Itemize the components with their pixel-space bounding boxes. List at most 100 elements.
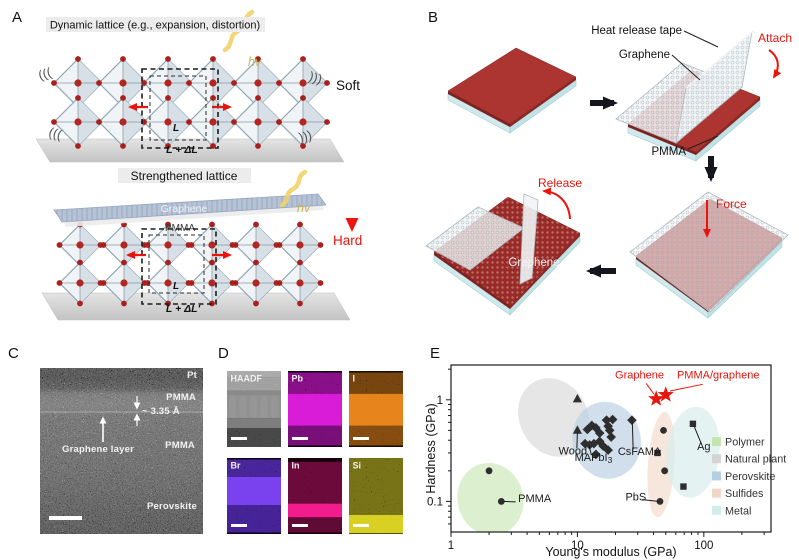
cell-length-label: L — [173, 123, 179, 134]
series-sulfides — [656, 426, 669, 505]
hv-label: hv — [297, 201, 311, 215]
legend-label: Metal — [725, 505, 751, 517]
light-wave-icon — [279, 169, 308, 208]
series-natural-plant — [572, 393, 583, 434]
title-highlight — [118, 168, 251, 183]
slab-press-force — [629, 191, 789, 319]
scale-bar — [49, 516, 82, 520]
substrate-platform-bottom — [41, 292, 351, 321]
eds-map-grid: HAADF Pb I Br In Si — [227, 371, 403, 534]
graphene-mesh-texture — [630, 192, 788, 312]
annotation-csfama: CsFAMA — [618, 446, 662, 458]
pmma-layer — [64, 204, 324, 227]
eds-map-in: In — [288, 458, 342, 534]
scale-bar — [231, 437, 247, 440]
eds-map-haadf: HAADF — [227, 371, 281, 447]
unit-cell-box-original — [149, 75, 207, 141]
annotation-pmma-graphene: PMMA/graphene — [677, 370, 760, 382]
panel-label-a: A — [12, 9, 22, 26]
interlayer-spacing-label: ~ 3.35 Å — [142, 406, 180, 417]
panel-label-e: E — [430, 345, 441, 362]
pmma-label: PMMA — [652, 146, 687, 158]
graphene-layer-label: Graphene layer — [62, 444, 134, 455]
svg-text:100: 100 — [694, 540, 713, 552]
annotation-graphene: Graphene — [615, 370, 664, 382]
legend-swatch — [712, 471, 721, 481]
unit-cell-box-expanded-prime — [141, 228, 217, 305]
chart-legend: Polymer Natural plant Perovskite Sulfides Me… — [712, 437, 786, 517]
y-axis-title: Hardness (GPa) — [424, 403, 438, 493]
legend-label: Polymer — [725, 437, 765, 449]
region-metal — [666, 406, 720, 498]
legend-swatch — [712, 454, 721, 464]
hard-label: Hard — [333, 233, 362, 248]
octahedron — [276, 95, 330, 149]
cell-length-label: L — [173, 281, 179, 292]
tem-noise-overlay — [40, 368, 203, 534]
series-metal — [680, 420, 697, 490]
octahedron — [51, 56, 105, 110]
legend-swatch — [712, 488, 721, 498]
hardness-vs-modulus-chart: 1 10 100 0.1 1 Young's modulus (GPa) Hardness … — [424, 364, 786, 559]
octahedron — [276, 56, 330, 110]
pmma-bottom-label: PMMA — [165, 440, 195, 451]
pt-label: Pt — [187, 370, 197, 381]
graphene-on-film-label: Graphene — [508, 257, 559, 269]
soft-label: Soft — [336, 78, 360, 93]
series-perovskite — [580, 414, 637, 460]
chart-points — [485, 386, 697, 505]
plot-frame — [450, 364, 772, 533]
svg-text:10: 10 — [571, 540, 584, 552]
panel-a-title-bottom: Strengthened lattice — [131, 169, 238, 183]
octahedron — [56, 259, 104, 307]
series-polymer — [485, 467, 505, 505]
vibration-arcs-icon: ))) — [297, 127, 313, 145]
perovskite-lattice-top — [51, 56, 330, 149]
panel-b-transfer-process: B Heat release tape Graphene PMMA Attach… — [425, 9, 792, 319]
octahedron — [100, 259, 148, 307]
annotation-ag: Ag — [697, 441, 710, 453]
unit-cell-box-original — [148, 234, 205, 294]
svg-text:0.1: 0.1 — [427, 496, 443, 508]
eds-map-label: HAADF — [231, 374, 263, 384]
panel-label-d: D — [218, 345, 229, 362]
graphene-dots-texture — [434, 197, 580, 306]
leader-line — [683, 30, 719, 48]
leader-line — [687, 135, 719, 150]
slab-release-graphene — [425, 193, 581, 316]
octahedron — [141, 95, 195, 149]
legend-swatch — [712, 437, 721, 446]
octahedron — [188, 259, 236, 307]
force-step-label: Force — [716, 197, 747, 211]
octahedron — [276, 259, 324, 307]
perovskite-label: Perovskite — [146, 501, 197, 512]
heat-release-tape-label: Heat release tape — [591, 25, 682, 37]
legend-label: Sulfides — [725, 488, 764, 500]
annotation-pmma: PMMA — [518, 493, 552, 505]
legend-swatch — [712, 505, 721, 515]
tem-cross-section-image: Pt PMMA ~ 3.35 Å Graphene layer PMMA Per… — [40, 368, 203, 534]
axis-ticks — [446, 368, 765, 537]
scale-bar — [292, 524, 308, 527]
annotation-wood: Wood — [559, 445, 588, 457]
slab-perovskite-film — [447, 47, 577, 134]
panel-a-schematic: A ((( ))) ((( ))) hv Dynamic lattice (e.… — [12, 9, 362, 321]
region-perovskite — [572, 401, 641, 479]
eds-map-i: I — [349, 371, 403, 447]
annotation-pbs: PbS — [625, 492, 646, 504]
series-graphene-stars — [648, 386, 674, 406]
annotation-mapbi: MAPbI3 — [575, 452, 613, 465]
scale-bar — [292, 437, 308, 440]
release-curved-arrow — [542, 187, 571, 220]
eds-map-label: Br — [231, 461, 241, 471]
series-sulfides-square — [654, 449, 661, 457]
slab-attach-tape — [615, 30, 761, 162]
scale-bar — [353, 524, 369, 527]
svg-text:1: 1 — [448, 540, 454, 552]
transfer-step-illustrations — [425, 30, 789, 319]
graphene-sheet-texture — [54, 194, 326, 222]
release-step-label: Release — [538, 176, 582, 190]
octahedron — [51, 95, 105, 149]
